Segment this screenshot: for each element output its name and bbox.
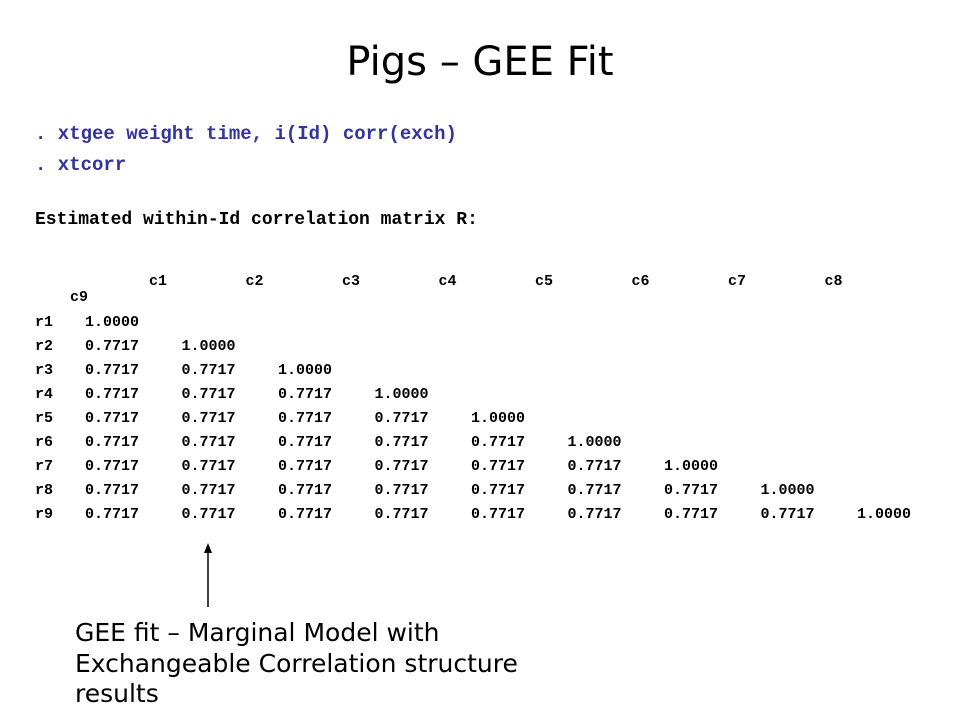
column-header: c7 — [727, 273, 746, 290]
cell: 0.7717 — [181, 410, 236, 427]
arrow-head — [204, 543, 212, 553]
cell: 0.7717 — [664, 482, 719, 499]
cell: 0.7717 — [181, 506, 236, 523]
cell: 0.7717 — [278, 434, 333, 451]
cell: 0.7717 — [278, 410, 333, 427]
cell: 0.7717 — [278, 386, 333, 403]
cell: 1.0000 — [181, 338, 236, 355]
cell: 0.7717 — [374, 458, 429, 475]
cell: 1.0000 — [664, 458, 719, 475]
cell: 0.7717 — [85, 506, 140, 523]
annotation-line: GEE fit – Marginal Model with — [75, 618, 440, 647]
cell: 0.7717 — [374, 410, 429, 427]
annotation-line: Exchangeable Correlation structure — [75, 649, 518, 678]
cell: 0.7717 — [471, 482, 526, 499]
command: . xtgee weight time, i(Id) corr(exch) — [35, 123, 457, 145]
row-label: r7 — [35, 458, 54, 475]
cell: 1.0000 — [857, 506, 912, 523]
cell: 0.7717 — [664, 506, 719, 523]
column-header: c9 — [70, 289, 89, 306]
slide-title: Pigs – GEE Fit — [346, 39, 614, 85]
annotation-line: results — [75, 679, 159, 708]
cell: 0.7717 — [471, 458, 526, 475]
cell: 1.0000 — [278, 362, 333, 379]
cell: 0.7717 — [85, 386, 140, 403]
cell: 0.7717 — [181, 482, 236, 499]
cell: 1.0000 — [567, 434, 622, 451]
column-header: c4 — [438, 273, 457, 290]
column-header: c6 — [631, 273, 650, 290]
cell: 0.7717 — [567, 482, 622, 499]
heading: Estimated within-Id correlation matrix R… — [35, 210, 478, 230]
row-label: r6 — [35, 434, 54, 451]
cell: 0.7717 — [374, 434, 429, 451]
column-header: c2 — [245, 273, 264, 290]
row-label: r5 — [35, 410, 54, 427]
column-header: c3 — [341, 273, 360, 290]
cell: 1.0000 — [471, 410, 526, 427]
row-label: r2 — [35, 338, 54, 355]
cell: 0.7717 — [471, 434, 526, 451]
cell: 0.7717 — [85, 458, 140, 475]
cell: 0.7717 — [181, 458, 236, 475]
column-header: c8 — [824, 273, 843, 290]
cell: 0.7717 — [181, 362, 236, 379]
cell: 1.0000 — [760, 482, 815, 499]
cell: 0.7717 — [567, 506, 622, 523]
column-header: c5 — [534, 273, 553, 290]
cell: 0.7717 — [374, 482, 429, 499]
cell: 0.7717 — [278, 458, 333, 475]
cell: 0.7717 — [181, 386, 236, 403]
cell: 0.7717 — [85, 338, 140, 355]
cell: 0.7717 — [374, 506, 429, 523]
cell: 0.7717 — [85, 362, 140, 379]
row-label: r8 — [35, 482, 54, 499]
cell: 0.7717 — [85, 434, 140, 451]
cell: 0.7717 — [181, 434, 236, 451]
cell: 1.0000 — [374, 386, 429, 403]
cell: 0.7717 — [760, 506, 815, 523]
cell: 0.7717 — [278, 482, 333, 499]
command: . xtcorr — [35, 154, 127, 176]
cell: 0.7717 — [278, 506, 333, 523]
cell: 0.7717 — [85, 410, 140, 427]
row-label: r9 — [35, 506, 54, 523]
row-label: r4 — [35, 386, 54, 403]
column-header: c1 — [148, 273, 167, 290]
cell: 1.0000 — [85, 314, 140, 331]
cell: 0.7717 — [471, 506, 526, 523]
row-label: r1 — [35, 314, 54, 331]
cell: 0.7717 — [567, 458, 622, 475]
cell: 0.7717 — [85, 482, 140, 499]
row-label: r3 — [35, 362, 54, 379]
